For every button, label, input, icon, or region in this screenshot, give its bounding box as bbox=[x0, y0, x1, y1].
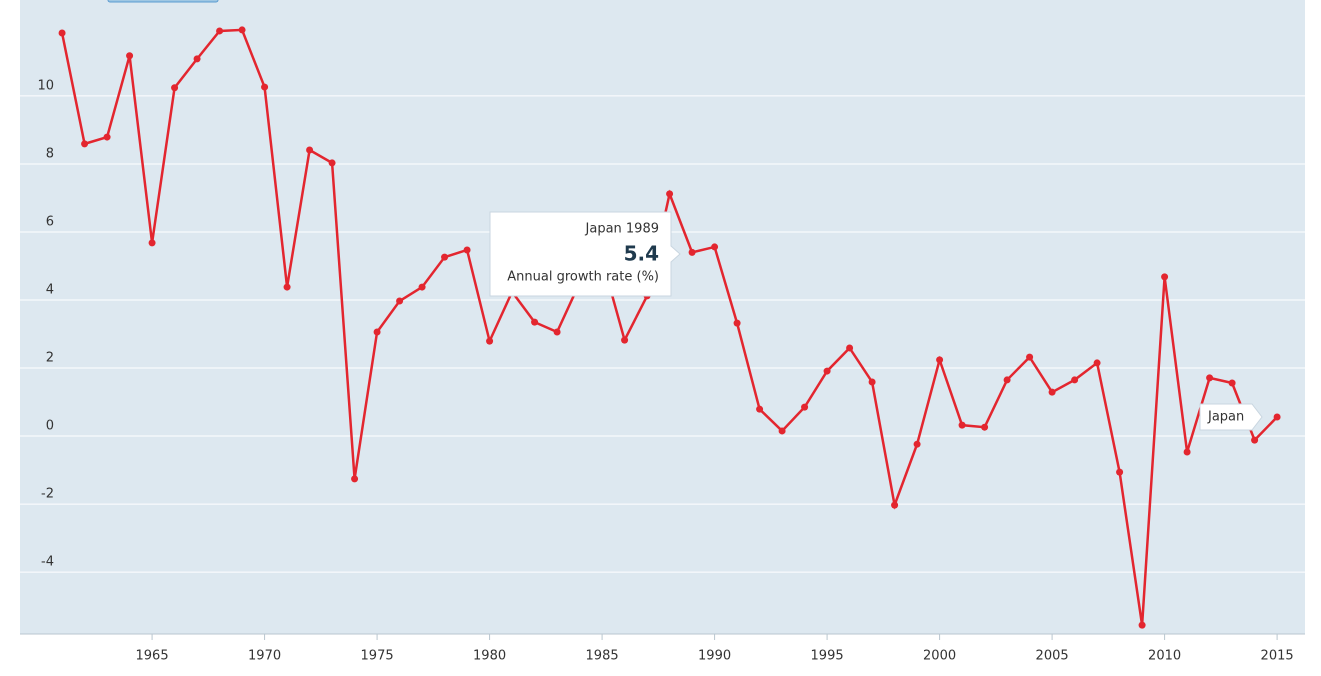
x-tick-label: 1965 bbox=[136, 649, 169, 664]
point bbox=[261, 83, 269, 91]
point bbox=[1251, 436, 1259, 444]
point bbox=[1206, 374, 1214, 382]
marks bbox=[58, 26, 1281, 629]
point bbox=[1138, 621, 1146, 629]
x-tick-label: 1985 bbox=[586, 649, 619, 664]
x-tick-label: 2005 bbox=[1036, 649, 1069, 664]
point bbox=[238, 26, 246, 34]
x-tick-label: 1990 bbox=[698, 649, 731, 664]
y-tick-label: 6 bbox=[46, 214, 54, 229]
point bbox=[1048, 388, 1056, 396]
point bbox=[1026, 353, 1034, 361]
x-tick-label: 2015 bbox=[1261, 649, 1294, 664]
point bbox=[778, 427, 786, 435]
point bbox=[328, 159, 336, 167]
x-tick-label: 2010 bbox=[1148, 649, 1181, 664]
tooltip-value: 5.4 bbox=[624, 242, 659, 266]
y-tick-label: 2 bbox=[46, 351, 54, 366]
point bbox=[688, 248, 696, 256]
point bbox=[891, 501, 899, 509]
end-label: Japan bbox=[1199, 403, 1263, 431]
point bbox=[1116, 468, 1124, 476]
end-label-box bbox=[1199, 403, 1263, 431]
point bbox=[958, 421, 966, 429]
point bbox=[486, 337, 494, 345]
button[interactable] bbox=[107, 0, 219, 3]
point bbox=[1183, 448, 1191, 456]
point bbox=[868, 378, 876, 386]
point bbox=[1273, 413, 1281, 421]
point bbox=[463, 246, 471, 254]
point bbox=[846, 344, 854, 352]
y-tick-label: -2 bbox=[41, 487, 54, 502]
tooltip-box bbox=[489, 211, 681, 297]
point bbox=[81, 140, 89, 148]
point bbox=[1228, 379, 1236, 387]
point bbox=[711, 243, 719, 251]
point bbox=[171, 84, 179, 92]
point bbox=[283, 283, 291, 291]
point bbox=[913, 440, 921, 448]
y-tick-label: 0 bbox=[46, 419, 54, 434]
y-tick-label: 10 bbox=[37, 78, 54, 93]
point bbox=[103, 133, 111, 141]
point bbox=[306, 146, 314, 154]
point bbox=[441, 253, 449, 261]
grid: -4 -2 0 2 4 6 8 10 1965 1970 1975 1980 1985 1990 1995 2… bbox=[20, 78, 1305, 664]
series-label: Japan bbox=[1207, 410, 1244, 425]
x-tick-label: 1995 bbox=[811, 649, 844, 664]
tooltip: Japan 1989 5.4 Annual growth rate (%) bbox=[489, 211, 681, 297]
plot-area bbox=[20, 0, 1305, 634]
point bbox=[148, 239, 156, 247]
point bbox=[1093, 359, 1101, 367]
point bbox=[126, 52, 134, 60]
point bbox=[396, 297, 404, 305]
tooltip-label: Annual growth rate (%) bbox=[507, 270, 659, 285]
point bbox=[216, 27, 224, 35]
point bbox=[801, 403, 809, 411]
tooltip-title: Japan 1989 bbox=[585, 222, 659, 237]
point bbox=[531, 318, 539, 326]
point bbox=[1071, 376, 1079, 384]
point bbox=[1161, 273, 1169, 281]
y-tick-label: 4 bbox=[46, 282, 54, 297]
x-tick-label: 1980 bbox=[473, 649, 506, 664]
y-tick-label: -4 bbox=[41, 555, 54, 570]
point bbox=[351, 475, 359, 483]
point bbox=[418, 283, 426, 291]
x-tick-label: 2000 bbox=[923, 649, 956, 664]
point bbox=[621, 336, 629, 344]
point bbox=[936, 356, 944, 364]
x-tick-label: 1975 bbox=[361, 649, 394, 664]
point bbox=[58, 29, 66, 37]
point bbox=[666, 190, 674, 198]
point bbox=[553, 328, 561, 336]
point bbox=[193, 55, 201, 63]
point bbox=[981, 423, 989, 431]
point bbox=[373, 328, 381, 336]
x-tick-label: 1970 bbox=[248, 649, 281, 664]
y-tick-label: 8 bbox=[46, 146, 54, 161]
point bbox=[823, 367, 831, 375]
point bbox=[1003, 376, 1011, 384]
point bbox=[756, 405, 764, 413]
point bbox=[733, 319, 741, 327]
